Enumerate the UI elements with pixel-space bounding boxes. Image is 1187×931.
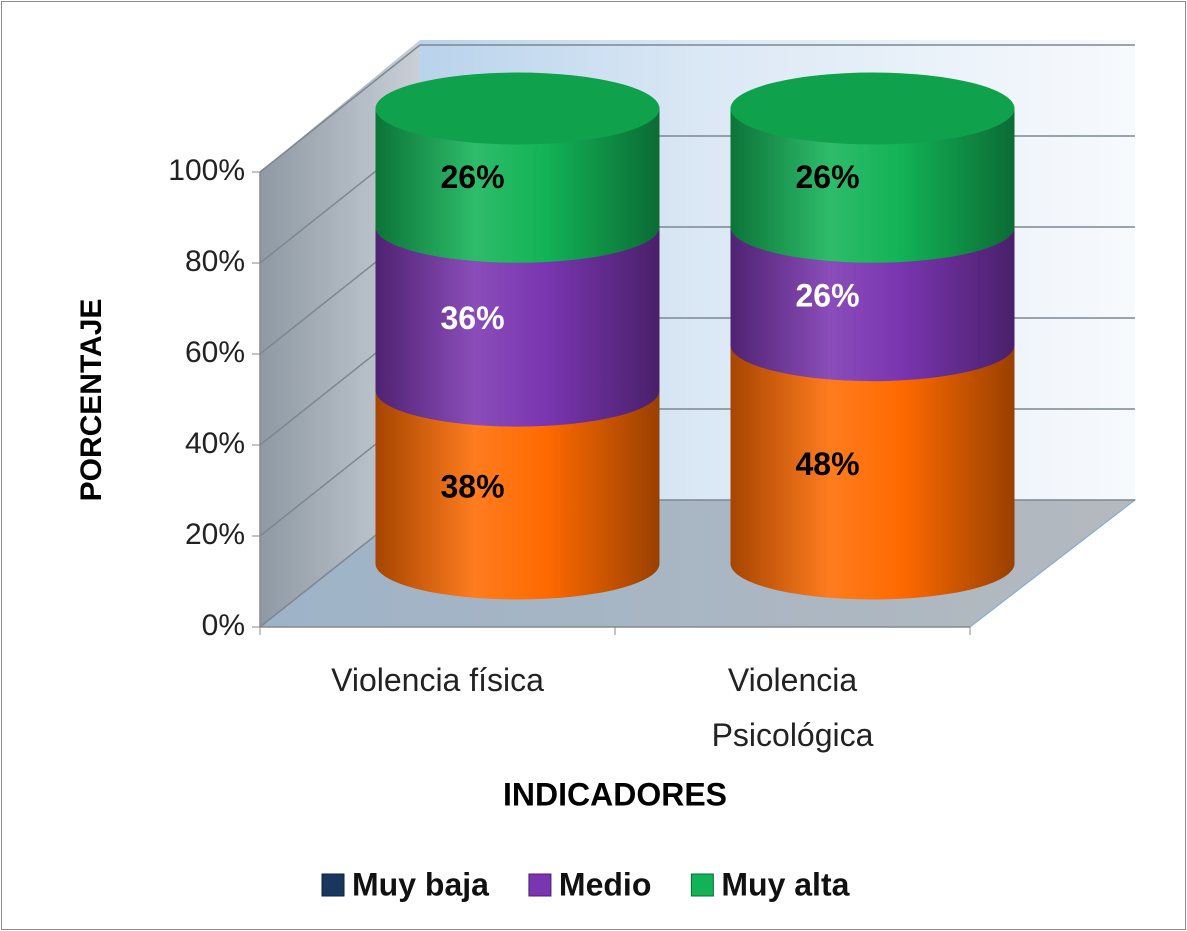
cylinder-segment xyxy=(730,345,1015,600)
grid-line xyxy=(259,44,421,173)
cylinder-top xyxy=(730,72,1015,145)
data-label: 26% xyxy=(440,159,504,195)
cylinder-segment xyxy=(730,108,1015,263)
y-tick-label: 20% xyxy=(185,518,245,551)
cylinder-segment xyxy=(730,226,1015,382)
legend-swatch xyxy=(321,873,345,897)
x-tick-label: Violencia Psicológica xyxy=(712,662,874,753)
legend-label: Medio xyxy=(559,866,651,902)
y-tick-label: 40% xyxy=(185,427,245,460)
y-tick-label: 60% xyxy=(185,336,245,369)
cylinder-top xyxy=(375,72,660,145)
data-label: 38% xyxy=(440,469,504,505)
data-label: 26% xyxy=(795,277,859,313)
legend-label: Muy baja xyxy=(352,866,489,902)
legend-swatch xyxy=(528,873,552,897)
legend-swatch xyxy=(690,873,714,897)
cylinder-segment xyxy=(375,226,660,427)
data-label: 48% xyxy=(795,446,859,482)
legend-label: Muy alta xyxy=(721,866,849,902)
cylinder-segment xyxy=(375,390,660,600)
data-label: 26% xyxy=(795,159,859,195)
x-axis-title: INDICADORES xyxy=(503,776,727,812)
data-label: 36% xyxy=(440,300,504,336)
y-axis-title: PORCENTAJE xyxy=(75,299,108,502)
y-tick-label: 100% xyxy=(168,154,245,187)
y-tick-label: 80% xyxy=(185,245,245,278)
cylinder-segment xyxy=(375,108,660,263)
x-tick-label: Violencia física xyxy=(331,662,544,698)
y-tick-label: 0% xyxy=(202,609,245,642)
